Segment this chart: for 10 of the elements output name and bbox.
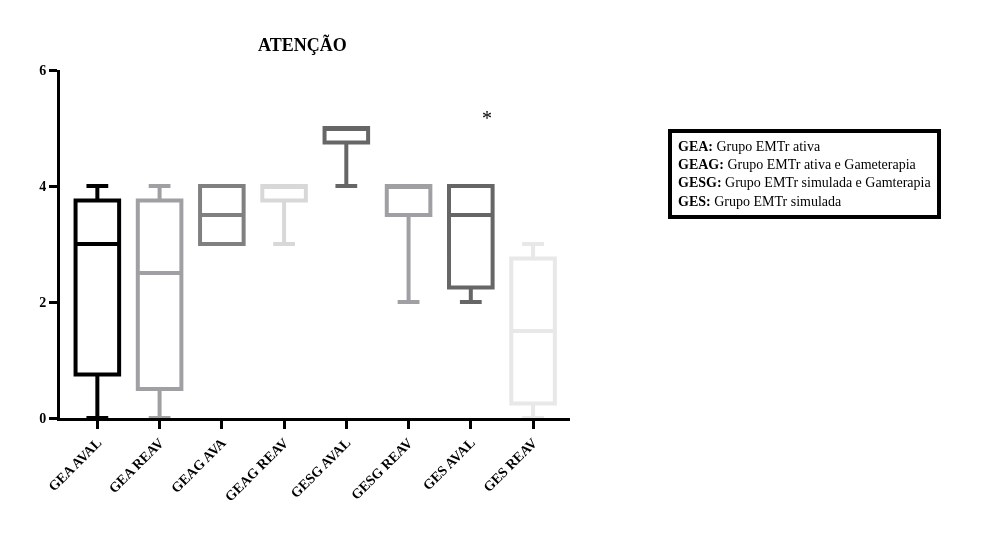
text: GEAG: Grupo EMTr ativa e Gameterapia xyxy=(678,157,917,173)
chart-title: ATENÇÃO xyxy=(258,33,347,55)
y-tick-label: 0 xyxy=(39,410,47,426)
annotation: * xyxy=(482,107,492,129)
text: GEA: Grupo EMTr ativa xyxy=(678,139,821,154)
y-tick-label: 4 xyxy=(39,178,47,194)
y-tick-label: 2 xyxy=(39,294,47,310)
y-tick-label: 6 xyxy=(39,62,47,78)
text: GESG: Grupo EMTr simulada e Gamterapia xyxy=(678,175,932,191)
text: GES: Grupo EMTr simulada xyxy=(678,193,843,209)
